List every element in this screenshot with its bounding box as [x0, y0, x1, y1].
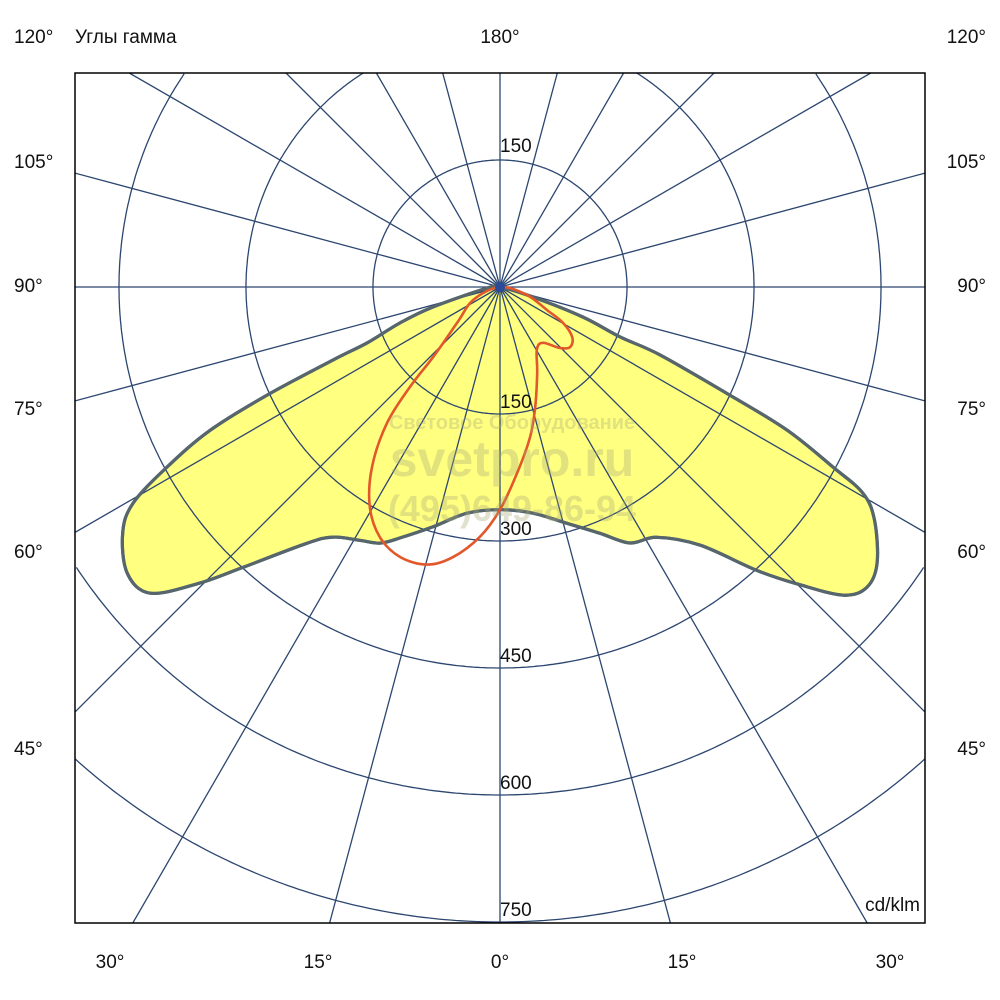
- grid-radial-line: [75, 286, 501, 713]
- grid-radial-line: [499, 73, 625, 288]
- chart-title: Углы гамма: [75, 27, 177, 48]
- grid-radial-line: [75, 286, 501, 402]
- watermark-line2: svetpro.ru: [389, 431, 635, 487]
- angle-label-right: 75°: [957, 399, 986, 420]
- unit-label: cd/klm: [865, 895, 920, 916]
- radial-tick-label: 450: [500, 646, 532, 667]
- grid-radial-line: [499, 286, 868, 923]
- grid-circle: [75, 758, 925, 923]
- angle-label-right: 90°: [957, 276, 986, 297]
- grid-radial-line: [499, 286, 672, 923]
- angle-label-left: 45°: [14, 739, 43, 760]
- grid-radial-line: [499, 73, 872, 288]
- radial-tick-label: 150: [500, 136, 532, 157]
- grid-radial-line: [442, 73, 501, 288]
- angle-label-bottom: 15°: [667, 952, 697, 973]
- grid-radial-line: [499, 286, 925, 402]
- grid-radial-line: [499, 73, 715, 288]
- grid-radial-line: [75, 286, 501, 533]
- grid-radial-line: [375, 73, 501, 288]
- angle-label-left: 60°: [14, 542, 43, 563]
- angle-label-left: 75°: [14, 399, 43, 420]
- grid-radial-line: [499, 286, 925, 713]
- angle-label-right: 45°: [957, 739, 986, 760]
- angle-label-top-left: 120°: [14, 27, 54, 48]
- angle-label-top-right: 120°: [946, 27, 986, 48]
- grid-radial-line: [132, 286, 501, 923]
- grid-circle: [75, 567, 925, 796]
- angle-label-bottom: 30°: [95, 952, 125, 973]
- watermark-line3: (495)649-86-94: [387, 488, 637, 529]
- grid-radial-line: [128, 73, 501, 288]
- plot-frame: [74, 72, 926, 924]
- intensity-curve-outline: [120, 284, 880, 597]
- grid-radial-line: [328, 286, 501, 923]
- radial-tick-label: 600: [500, 773, 532, 794]
- grid-radial-line: [499, 172, 925, 288]
- angle-label-right: 105°: [946, 152, 986, 173]
- intensity-curve-red: [367, 285, 574, 566]
- grid-radial-line: [499, 286, 925, 533]
- radial-tick-label: 750: [500, 900, 532, 921]
- angle-label-left: 90°: [14, 276, 43, 297]
- grid-radial-line: [499, 73, 558, 288]
- radial-tick-label: 300: [500, 519, 532, 540]
- angle-label-left: 105°: [14, 152, 54, 173]
- center-point: [495, 282, 505, 292]
- angle-label-bottom: 15°: [303, 952, 333, 973]
- angle-label-top-center: 180°: [480, 27, 520, 48]
- grid-radial-line: [75, 172, 501, 288]
- angle-label-bottom: 0°: [490, 952, 510, 973]
- grid-radial-line: [285, 73, 501, 288]
- grid-circle: [118, 73, 882, 669]
- angle-label-bottom: 30°: [875, 952, 905, 973]
- watermark-line1: Световое Оборудование: [388, 412, 636, 434]
- grid-circle: [245, 73, 755, 542]
- radial-tick-label: 150: [500, 392, 532, 413]
- angle-label-right: 60°: [957, 542, 986, 563]
